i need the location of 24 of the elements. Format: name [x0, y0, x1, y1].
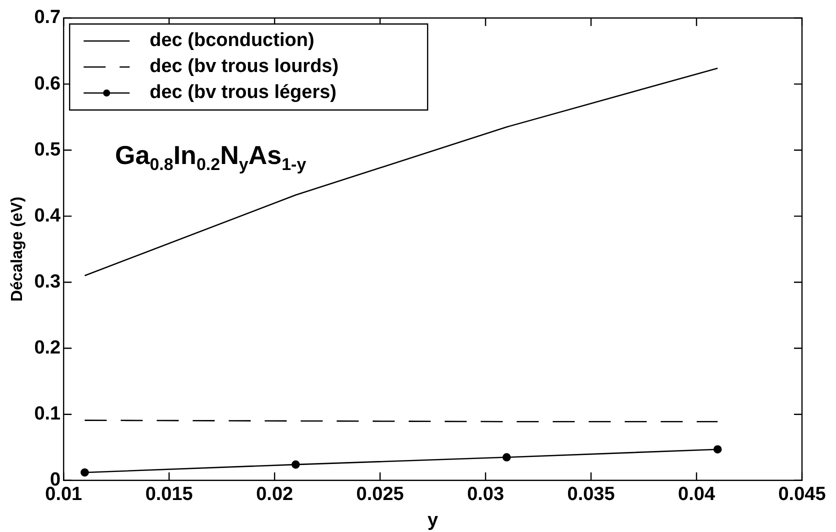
point	[502, 453, 511, 462]
y-tick-label: 0.2	[34, 338, 61, 359]
x-tick-label: 0.04	[678, 484, 716, 506]
x-tick-label: 0.015	[145, 484, 194, 506]
x-tick-label: 0.03	[467, 484, 504, 506]
y-tick-label: 0.4	[34, 205, 62, 226]
legend-label: dec (bv trous légers)	[150, 82, 337, 104]
y-axis-title: Décalage (eV)	[9, 196, 26, 302]
x-axis-title: y	[428, 510, 439, 531]
point	[80, 468, 89, 477]
legend-label: dec (bv trous lourds)	[150, 56, 339, 78]
x-tick-label: 0.045	[778, 484, 826, 506]
x-tick-label: 0.035	[567, 484, 616, 506]
point	[292, 460, 300, 469]
point	[713, 445, 722, 454]
y-tick-label: 0.3	[34, 271, 61, 292]
x-tick-label: 0.02	[256, 484, 294, 506]
x-tick-label: 0.025	[356, 484, 404, 506]
y-tick-label: 0.7	[34, 7, 61, 28]
annotation: Ga$_{0.8}$In$_{0.2}$N$_{y}$As$_{1-y}$	[115, 140, 306, 176]
legend-label: dec (bconduction)	[150, 30, 314, 52]
y-tick-label: 0.5	[34, 139, 62, 160]
y-tick-label: 0.6	[34, 73, 61, 94]
y-tick-label: 0.1	[34, 404, 62, 425]
